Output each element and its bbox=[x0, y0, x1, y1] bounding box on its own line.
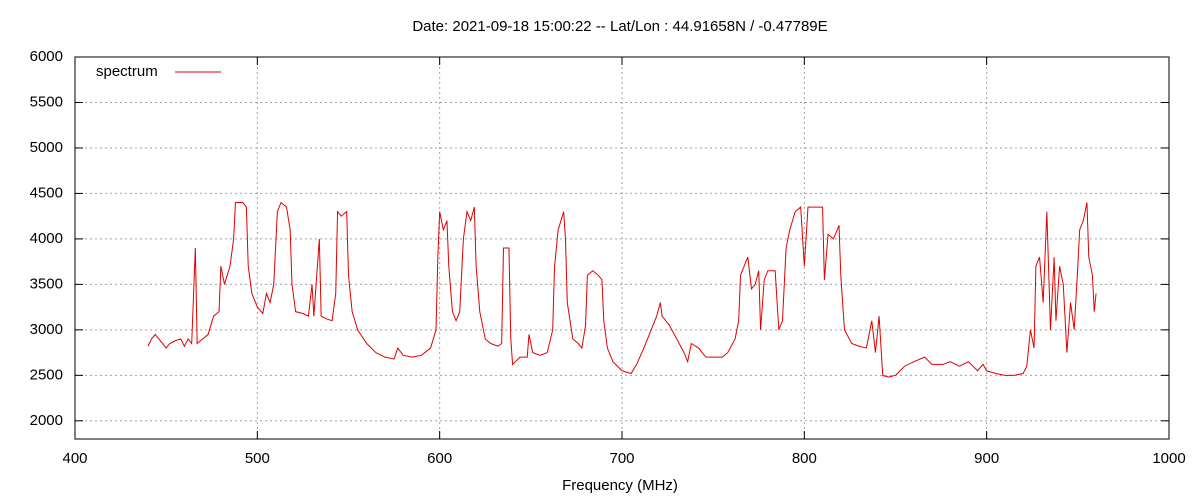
spectrum-line bbox=[147, 201, 1097, 378]
plot-frame bbox=[74, 56, 1170, 440]
x-tick-label: 400 bbox=[62, 450, 87, 467]
chart-title: Date: 2021-09-18 15:00:22 -- Lat/Lon : 4… bbox=[412, 18, 827, 35]
x-tick-label: 900 bbox=[974, 450, 999, 467]
x-tick-label: 800 bbox=[792, 450, 817, 467]
y-tick-label: 3500 bbox=[30, 275, 63, 292]
y-tick-label: 2500 bbox=[30, 366, 63, 383]
y-tick-label: 3000 bbox=[30, 321, 63, 338]
y-tick-label: 2000 bbox=[30, 412, 63, 429]
x-axis-label: Frequency (MHz) bbox=[562, 477, 678, 494]
x-tick-label: 500 bbox=[245, 450, 270, 467]
x-tick-label: 700 bbox=[609, 450, 634, 467]
y-tick-label: 4000 bbox=[30, 230, 63, 247]
y-tick-label: 5000 bbox=[30, 139, 63, 156]
x-tick-label: 600 bbox=[427, 450, 452, 467]
x-tick-label: 1000 bbox=[1152, 450, 1185, 467]
y-tick-label: 5500 bbox=[30, 93, 63, 110]
y-tick-label: 6000 bbox=[30, 48, 63, 65]
y-tick-label: 4500 bbox=[30, 184, 63, 201]
legend-label: spectrum bbox=[96, 63, 158, 80]
